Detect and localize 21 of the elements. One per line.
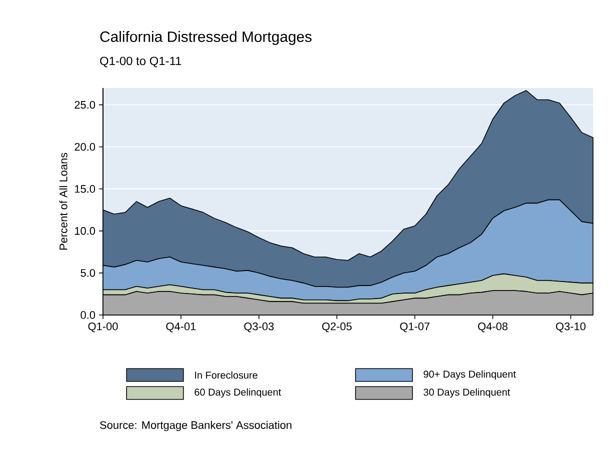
y-tick-label: 15.0 bbox=[74, 185, 96, 193]
x-tick-label: Q2-05 bbox=[322, 322, 352, 332]
chart-subtitle: Q1-00 to Q1-11 bbox=[100, 56, 182, 68]
x-tick-label: Q1-00 bbox=[88, 322, 118, 332]
legend-label: 30 Days Delinquent bbox=[424, 388, 510, 398]
y-tick-label: 0.0 bbox=[80, 311, 96, 319]
x-tick-label: Q4-01 bbox=[166, 322, 196, 332]
y-tick-label: 20.0 bbox=[74, 142, 96, 151]
legend-label: 60 Days Delinquent bbox=[194, 388, 282, 398]
y-tick-label: 25.0 bbox=[74, 100, 96, 109]
chart-title: California Distressed Mortgages bbox=[100, 31, 312, 45]
x-tick-label: Q1-07 bbox=[400, 322, 430, 332]
x-tick-label: Q4-08 bbox=[478, 322, 508, 332]
y-tick-label: 5.0 bbox=[80, 269, 96, 277]
x-tick-label: Q3-10 bbox=[556, 322, 586, 332]
x-tick-label: Q3-03 bbox=[244, 322, 274, 332]
source-note: Source: Mortgage Bankers' Association bbox=[100, 420, 292, 432]
legend-label: 90+ Days Delinquent bbox=[424, 370, 516, 380]
y-tick-label: 10.0 bbox=[74, 227, 96, 235]
legend-label: In Foreclosure bbox=[195, 371, 258, 379]
y-axis-title: Percent of All Loans bbox=[59, 152, 68, 250]
